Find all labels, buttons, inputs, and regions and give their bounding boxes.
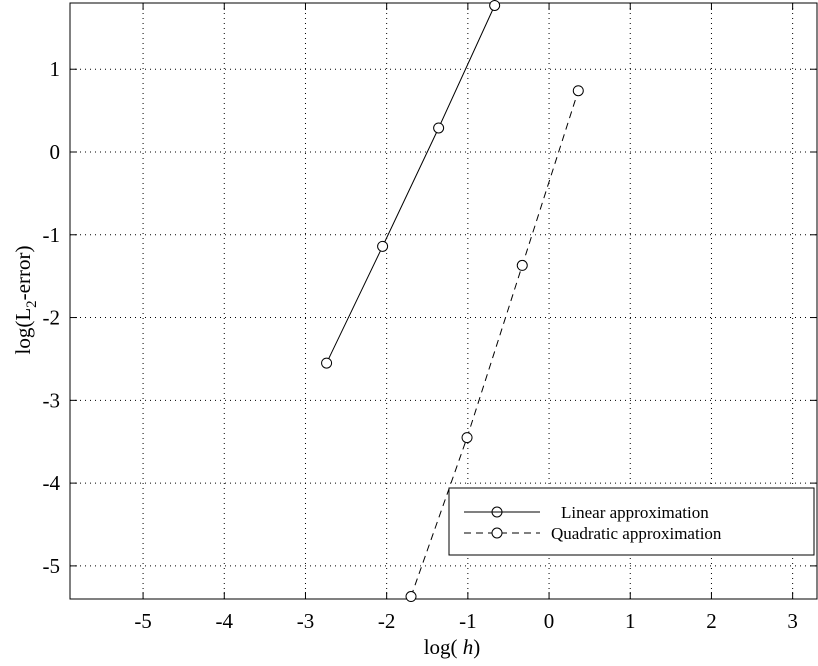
series-1-point — [572, 85, 584, 97]
series-1-point — [461, 432, 473, 444]
series-line-0 — [326, 5, 496, 364]
legend-box — [448, 487, 815, 556]
y-tick-label: -3 — [43, 388, 61, 412]
series-1-point — [405, 591, 417, 603]
y-tick-label: 1 — [50, 57, 61, 81]
y-tick-label: -2 — [43, 306, 61, 330]
y-axis-title-suffix: -error) — [11, 246, 35, 301]
y-tick-label: -4 — [43, 471, 61, 495]
legend: Linear approximation Quadratic approxima… — [448, 487, 815, 556]
series-1-point — [516, 259, 528, 271]
series-layer — [321, 0, 584, 603]
x-tick-label: 0 — [544, 609, 555, 633]
x-tick-label: 2 — [706, 609, 717, 633]
series-0-point — [321, 357, 333, 369]
plot-frame — [69, 2, 818, 600]
x-tick-label: -4 — [216, 609, 234, 633]
series-0-point — [377, 240, 389, 252]
x-tick-label: -3 — [297, 609, 315, 633]
series-line-1 — [410, 90, 579, 597]
y-axis-title: log(L2-error) — [11, 246, 40, 355]
y-tick-label: -5 — [43, 554, 61, 578]
legend-label-quadratic: Quadratic approximation — [551, 524, 722, 543]
x-axis-title-var: h — [463, 635, 474, 659]
x-tick-label: 3 — [787, 609, 798, 633]
tick-layer: -5 -4 -3 -2 -1 0 1 2 3 1 0 -1 -2 -3 -4 -5 — [43, 3, 817, 633]
legend-label-linear: Linear approximation — [561, 503, 709, 522]
legend-marker-linear — [491, 506, 503, 518]
x-axis-title-prefix: log( — [424, 635, 463, 659]
x-tick-label: -1 — [459, 609, 477, 633]
x-axis-title: log( h) — [424, 635, 481, 659]
series-0-point — [433, 122, 445, 134]
y-axis-title-prefix: log(L — [11, 308, 35, 355]
y-tick-label: -1 — [43, 223, 61, 247]
x-tick-label: -5 — [134, 609, 152, 633]
legend-marker-quadratic — [491, 527, 503, 539]
x-tick-label: 1 — [625, 609, 636, 633]
x-axis-title-suffix: ) — [473, 635, 480, 659]
y-tick-label: 0 — [50, 140, 61, 164]
series-0-point — [489, 0, 501, 11]
x-tick-label: -2 — [378, 609, 396, 633]
y-axis-title-subscript: 2 — [24, 300, 40, 308]
